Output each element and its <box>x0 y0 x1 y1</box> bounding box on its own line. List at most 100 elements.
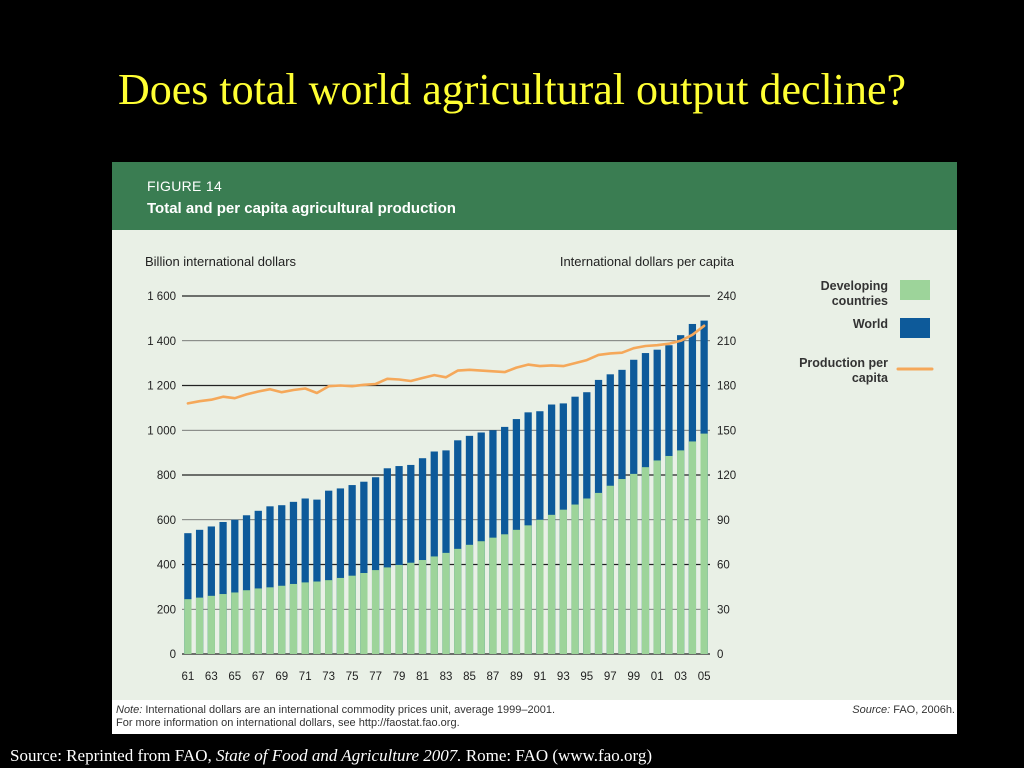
developing-bar <box>559 509 567 654</box>
right-tick-label: 240 <box>717 291 736 303</box>
developing-bar <box>454 548 462 654</box>
left-tick-label: 200 <box>157 604 176 616</box>
figure-source: Source: FAO, 2006h. <box>852 704 955 716</box>
left-tick-label: 1 600 <box>147 291 176 303</box>
developing-bar <box>231 592 239 654</box>
world-bar <box>301 498 309 654</box>
right-tick-label: 180 <box>717 381 736 393</box>
x-tick-label: 75 <box>346 671 359 683</box>
x-tick-label: 65 <box>228 671 241 683</box>
world-bar <box>278 505 286 654</box>
figure-source-label: Source: <box>852 704 891 716</box>
figure-note-area: Note: International dollars are an inter… <box>112 700 957 734</box>
world-bar <box>289 501 298 654</box>
developing-bar <box>313 581 321 654</box>
slide-source-italic: State of Food and Agriculture 2007. <box>216 746 462 765</box>
developing-bar <box>653 460 661 654</box>
developing-bar <box>571 504 579 654</box>
figure-panel: FIGURE 14 Total and per capita agricultu… <box>112 162 957 734</box>
developing-bar <box>665 455 673 654</box>
world-bar <box>348 485 356 654</box>
x-tick-label: 97 <box>604 671 617 683</box>
developing-bar <box>536 519 544 654</box>
developing-bar <box>688 441 697 654</box>
developing-bar <box>465 544 474 654</box>
developing-bar <box>547 514 556 654</box>
right-tick-label: 0 <box>717 649 723 661</box>
x-tick-label: 99 <box>627 671 640 683</box>
legend-world-swatch <box>900 318 930 338</box>
developing-bar <box>677 450 685 654</box>
legend-per-capita-label-line1: Production per <box>799 356 888 370</box>
developing-bar <box>501 534 509 654</box>
world-bar <box>254 510 262 654</box>
left-tick-label: 1 400 <box>147 336 176 348</box>
note-line-1: Note: International dollars are an inter… <box>116 704 555 716</box>
left-tick-label: 0 <box>170 649 176 661</box>
x-tick-label: 83 <box>440 671 453 683</box>
developing-bar <box>266 587 274 654</box>
slide-source-suffix: Rome: FAO (www.fao.org) <box>461 746 652 765</box>
world-bar <box>336 488 345 654</box>
developing-bar <box>477 541 485 654</box>
developing-bar <box>371 570 380 654</box>
developing-bar <box>618 479 626 654</box>
developing-bar <box>407 562 415 654</box>
note-text: International dollars are an internation… <box>142 704 556 716</box>
legend-world-label: World <box>853 317 888 331</box>
world-bar <box>418 458 427 654</box>
world-bar <box>395 466 403 654</box>
developing-bar <box>641 467 650 654</box>
world-bar <box>442 450 450 654</box>
developing-bar <box>348 575 356 654</box>
left-tick-label: 400 <box>157 560 176 572</box>
legend-developing-label-line2: countries <box>832 294 888 308</box>
developing-bar <box>336 577 345 654</box>
developing-bar <box>442 552 450 654</box>
world-bar <box>242 515 251 654</box>
x-tick-label: 03 <box>674 671 687 683</box>
slide-source: Source: Reprinted from FAO, State of Foo… <box>10 746 652 766</box>
note-label: Note: <box>116 704 143 716</box>
world-bar <box>313 499 321 654</box>
right-tick-label: 120 <box>717 470 736 482</box>
x-tick-label: 91 <box>533 671 546 683</box>
developing-bar <box>395 564 403 654</box>
world-bar <box>360 481 368 654</box>
left-axis-label: Billion international dollars <box>145 254 297 269</box>
x-tick-label: 93 <box>557 671 570 683</box>
production-chart: 0 0 200 30 400 60 600 90 800 120 1 000 150 1 200 180 1… <box>145 254 934 683</box>
x-tick-label: 95 <box>580 671 593 683</box>
left-tick-label: 1 000 <box>147 425 176 437</box>
developing-bar <box>278 585 286 654</box>
x-tick-label: 85 <box>463 671 476 683</box>
developing-bar <box>430 556 438 654</box>
right-tick-label: 60 <box>717 560 730 572</box>
developing-bar <box>195 597 204 654</box>
x-tick-label: 79 <box>393 671 406 683</box>
note-line-2: For more information on international do… <box>116 717 460 729</box>
developing-bar <box>325 580 333 654</box>
legend-developing-swatch <box>900 280 930 300</box>
slide-source-prefix: Source: Reprinted from FAO, <box>10 746 217 765</box>
right-tick-label: 90 <box>717 515 730 527</box>
figure-header: FIGURE 14 Total and per capita agricultu… <box>112 162 957 230</box>
developing-bar <box>242 590 251 654</box>
developing-bar <box>630 473 638 654</box>
right-tick-label: 150 <box>717 425 736 437</box>
world-bar <box>454 440 462 654</box>
developing-bar <box>383 567 391 654</box>
developing-bar <box>254 588 262 654</box>
x-tick-label: 89 <box>510 671 523 683</box>
world-bar <box>184 533 192 654</box>
right-tick-label: 30 <box>717 604 730 616</box>
slide-title: Does total world agricultural output dec… <box>117 65 907 114</box>
figure-source-text: FAO, 2006h. <box>890 704 955 716</box>
world-bar <box>231 519 239 654</box>
per-capita-line <box>186 324 706 405</box>
world-bar <box>383 468 391 654</box>
right-axis-label: International dollars per capita <box>560 254 735 269</box>
left-tick-label: 600 <box>157 515 176 527</box>
figure-number: FIGURE 14 <box>147 178 223 194</box>
figure-title: Total and per capita agricultural produc… <box>147 200 456 217</box>
